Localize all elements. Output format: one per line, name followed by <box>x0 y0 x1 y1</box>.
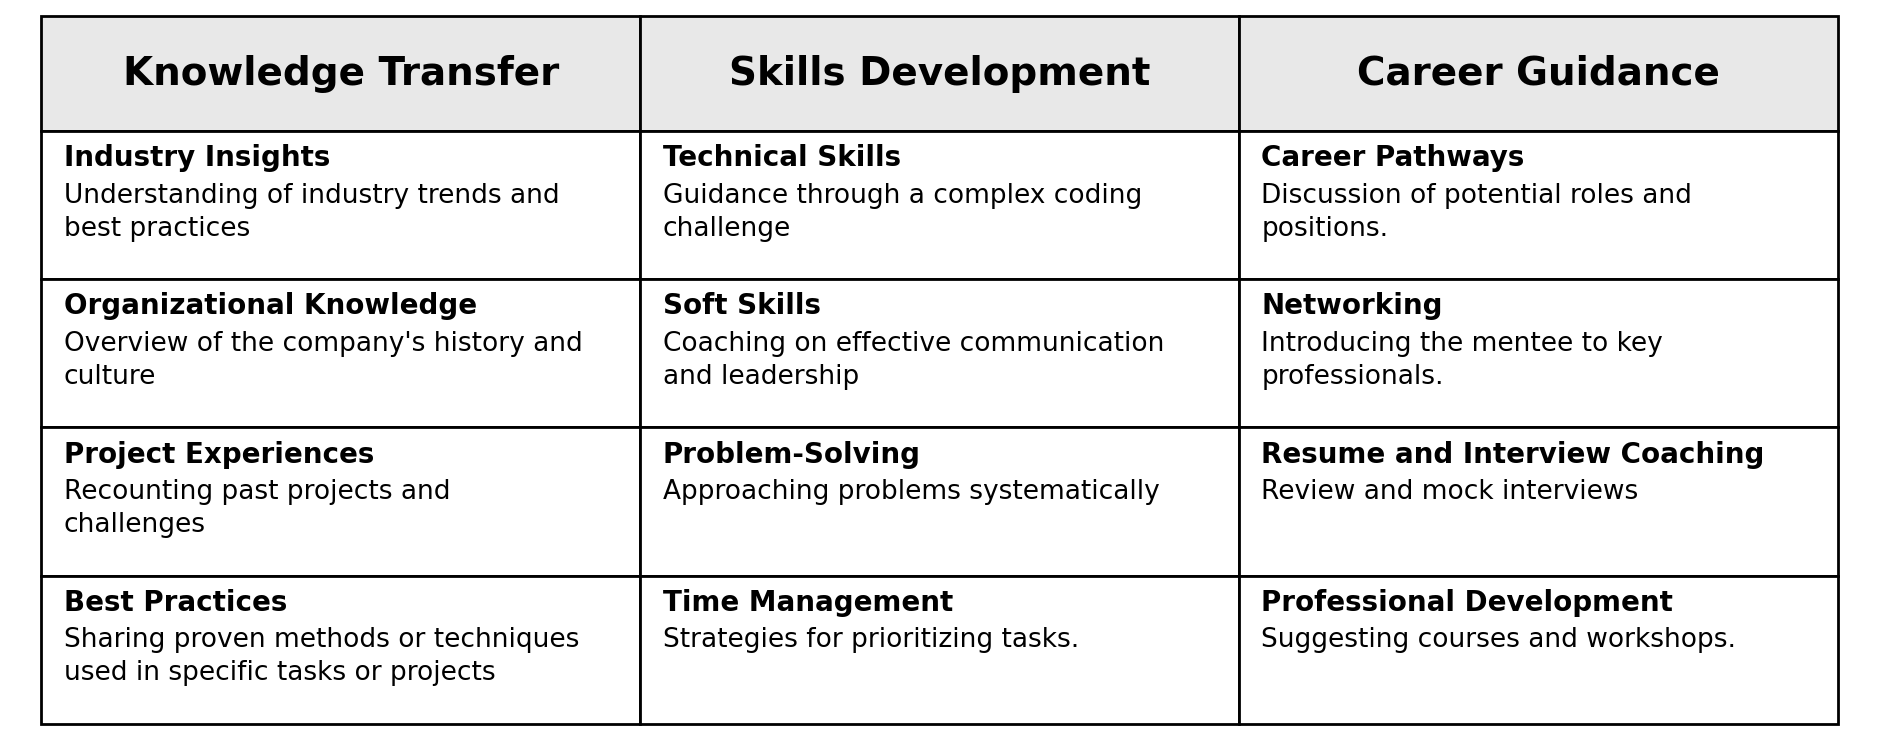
Bar <box>41 16 641 131</box>
Text: Discussion of potential roles and
positions.: Discussion of potential roles and positi… <box>1261 183 1693 242</box>
Text: Guidance through a complex coding
challenge: Guidance through a complex coding challe… <box>663 183 1142 242</box>
Bar <box>41 428 641 576</box>
Text: Problem-Solving: Problem-Solving <box>663 440 921 468</box>
Bar <box>1238 131 1838 279</box>
Bar <box>1238 576 1838 724</box>
Bar <box>641 428 1238 576</box>
Bar <box>1238 428 1838 576</box>
Text: Recounting past projects and
challenges: Recounting past projects and challenges <box>64 480 451 538</box>
Text: Resume and Interview Coaching: Resume and Interview Coaching <box>1261 440 1764 468</box>
Text: Approaching problems systematically: Approaching problems systematically <box>663 480 1159 505</box>
Text: Professional Development: Professional Development <box>1261 589 1672 617</box>
Bar <box>641 16 1238 131</box>
Bar <box>641 131 1238 279</box>
Text: Career Guidance: Career Guidance <box>1357 55 1719 92</box>
Bar <box>41 576 641 724</box>
Text: Overview of the company's history and
culture: Overview of the company's history and cu… <box>64 331 582 390</box>
Text: Soft Skills: Soft Skills <box>663 292 821 320</box>
Bar <box>41 279 641 428</box>
Bar <box>641 576 1238 724</box>
Text: Time Management: Time Management <box>663 589 953 617</box>
Bar <box>41 131 641 279</box>
Text: Review and mock interviews: Review and mock interviews <box>1261 480 1638 505</box>
Bar <box>641 279 1238 428</box>
Text: Suggesting courses and workshops.: Suggesting courses and workshops. <box>1261 628 1736 653</box>
Text: Coaching on effective communication
and leadership: Coaching on effective communication and … <box>663 331 1163 390</box>
Text: Strategies for prioritizing tasks.: Strategies for prioritizing tasks. <box>663 628 1079 653</box>
Text: Introducing the mentee to key
professionals.: Introducing the mentee to key profession… <box>1261 331 1663 390</box>
Text: Best Practices: Best Practices <box>64 589 287 617</box>
Text: Sharing proven methods or techniques
used in specific tasks or projects: Sharing proven methods or techniques use… <box>64 628 579 686</box>
Bar <box>1238 16 1838 131</box>
Text: Technical Skills: Technical Skills <box>663 144 900 172</box>
Text: Knowledge Transfer: Knowledge Transfer <box>122 55 558 92</box>
Text: Networking: Networking <box>1261 292 1443 320</box>
Text: Understanding of industry trends and
best practices: Understanding of industry trends and bes… <box>64 183 560 242</box>
Text: Industry Insights: Industry Insights <box>64 144 331 172</box>
Bar <box>1238 279 1838 428</box>
Text: Project Experiences: Project Experiences <box>64 440 374 468</box>
Text: Organizational Knowledge: Organizational Knowledge <box>64 292 477 320</box>
Text: Skills Development: Skills Development <box>729 55 1150 92</box>
Text: Career Pathways: Career Pathways <box>1261 144 1524 172</box>
